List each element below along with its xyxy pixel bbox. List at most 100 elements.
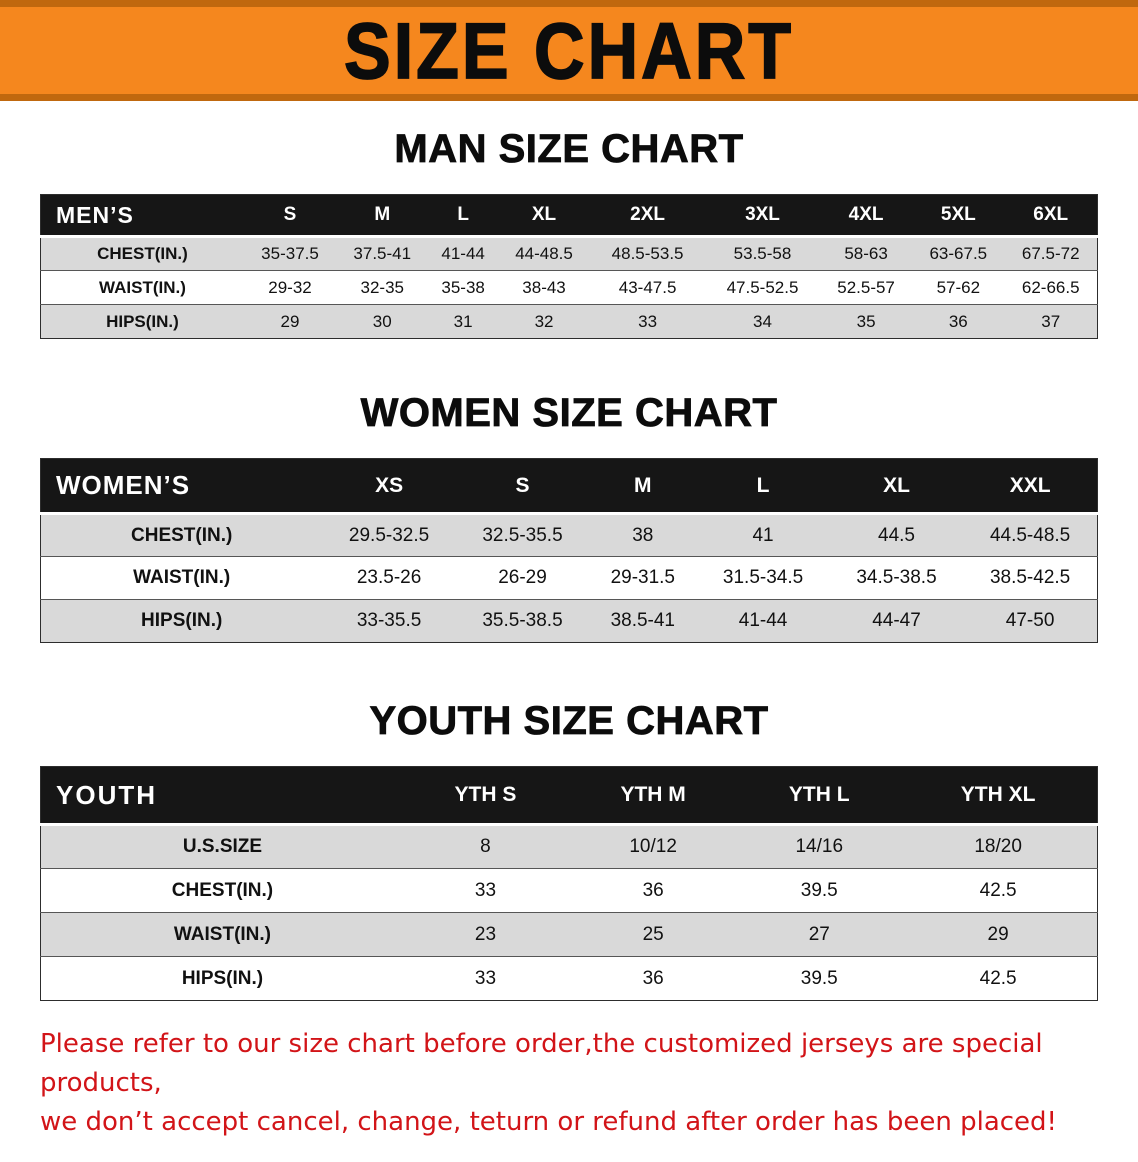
measurement-value: 36 [567, 868, 740, 913]
measurement-value: 34 [705, 304, 820, 339]
measurement-value: 31.5-34.5 [696, 556, 830, 600]
measurement-row: CHEST(IN.) 29.5-32.5 32.5-35.5 38 41 44.5 44.5… [40, 513, 1098, 557]
size-table: MEN’S S M L XL 2XL 3XL 4XL 5XL 6XL CHEST(IN.) 35-37… [40, 194, 1098, 339]
measurement-row: U.S.SIZE 8 10/12 14/16 18/20 [40, 824, 1098, 869]
measurement-value: 41 [696, 513, 830, 557]
measurement-row: HIPS(IN.) 33 36 39.5 42.5 [40, 956, 1098, 1001]
measurement-value: 33 [403, 868, 567, 913]
measurement-value: 35.5-38.5 [455, 599, 590, 643]
measurement-value: 29 [899, 912, 1098, 957]
measurement-row: CHEST(IN.) 35-37.5 37.5-41 41-44 44-48.5 48.5… [40, 236, 1098, 271]
size-column-header: S [455, 458, 590, 515]
measurement-label: U.S.SIZE [40, 824, 404, 869]
size-chart-section: WOMEN SIZE CHART WOMEN’S XS S M L XL XXL CHEST(I… [40, 391, 1098, 643]
measurement-value: 32.5-35.5 [455, 513, 590, 557]
measurement-value: 33-35.5 [322, 599, 456, 643]
measurement-value: 44.5 [829, 513, 964, 557]
measurement-value: 32-35 [336, 270, 429, 305]
header-row: WOMEN’S XS S M L XL XXL [40, 458, 1098, 515]
size-column-header: 6XL [1004, 194, 1098, 238]
size-column-header: XL [829, 458, 964, 515]
measurement-row: CHEST(IN.) 33 36 39.5 42.5 [40, 868, 1098, 913]
measurement-value: 41-44 [696, 599, 830, 643]
measurement-row: WAIST(IN.) 29-32 32-35 35-38 38-43 43-47.5 47.… [40, 270, 1098, 305]
size-column-header: YTH L [739, 766, 900, 826]
measurement-value: 44.5-48.5 [963, 513, 1098, 557]
size-column-header: M [589, 458, 697, 515]
measurement-value: 26-29 [455, 556, 590, 600]
measurement-value: 29-32 [243, 270, 337, 305]
size-column-header: M [336, 194, 429, 238]
measurement-label: WAIST(IN.) [40, 270, 244, 305]
measurement-value: 41-44 [428, 236, 498, 271]
size-column-header: YTH S [403, 766, 567, 826]
measurement-value: 47-50 [963, 599, 1098, 643]
group-label: WOMEN’S [40, 458, 323, 515]
measurement-value: 38-43 [497, 270, 591, 305]
measurement-value: 39.5 [739, 956, 900, 1001]
measurement-label: CHEST(IN.) [40, 236, 244, 271]
size-policy-line-2: we don’t accept cancel, change, teturn o… [40, 1107, 1057, 1137]
size-column-header: XXL [963, 458, 1098, 515]
measurement-value: 14/16 [739, 824, 900, 869]
measurement-value: 33 [403, 956, 567, 1001]
measurement-value: 44-48.5 [497, 236, 591, 271]
size-column-header: XS [322, 458, 456, 515]
section-heading: WOMEN SIZE CHART [360, 391, 778, 436]
measurement-value: 44-47 [829, 599, 964, 643]
measurement-value: 37 [1004, 304, 1098, 339]
measurement-label: HIPS(IN.) [40, 304, 244, 339]
size-table: YOUTH YTH S YTH M YTH L YTH XL U.S.SIZE 8 10/12… [40, 766, 1098, 1001]
measurement-value: 34.5-38.5 [829, 556, 964, 600]
measurement-value: 29.5-32.5 [322, 513, 456, 557]
measurement-value: 29 [243, 304, 337, 339]
measurement-value: 39.5 [739, 868, 900, 913]
measurement-value: 36 [567, 956, 740, 1001]
measurement-value: 48.5-53.5 [590, 236, 706, 271]
measurement-row: WAIST(IN.) 23 25 27 29 [40, 912, 1098, 957]
measurement-value: 23.5-26 [322, 556, 456, 600]
size-column-header: L [696, 458, 830, 515]
size-chart-section: MAN SIZE CHART MEN’S S M L XL 2XL 3XL 4XL 5XL 6XL C… [40, 127, 1098, 339]
measurement-value: 42.5 [899, 868, 1098, 913]
measurement-value: 36 [912, 304, 1005, 339]
measurement-value: 43-47.5 [590, 270, 706, 305]
measurement-row: HIPS(IN.) 33-35.5 35.5-38.5 38.5-41 41-44 44-… [40, 599, 1098, 643]
measurement-row: HIPS(IN.) 29 30 31 32 33 34 35 36 37 [40, 304, 1098, 339]
measurement-value: 38 [589, 513, 697, 557]
section-heading: MAN SIZE CHART [394, 127, 744, 172]
measurement-value: 10/12 [567, 824, 740, 869]
measurement-value: 37.5-41 [336, 236, 429, 271]
measurement-label: HIPS(IN.) [40, 956, 404, 1001]
group-label: YOUTH [40, 766, 404, 826]
measurement-value: 35-38 [428, 270, 498, 305]
measurement-value: 62-66.5 [1004, 270, 1098, 305]
size-column-header: 3XL [705, 194, 820, 238]
measurement-label: CHEST(IN.) [40, 513, 323, 557]
measurement-label: WAIST(IN.) [40, 556, 323, 600]
measurement-value: 38.5-42.5 [963, 556, 1098, 600]
banner: SIZE CHART [0, 0, 1138, 101]
size-column-header: 5XL [912, 194, 1005, 238]
size-column-header: S [243, 194, 337, 238]
size-policy-line-1: Please refer to our size chart before or… [40, 1029, 1043, 1098]
size-chart-section: YOUTH SIZE CHART YOUTH YTH S YTH M YTH L YTH … [40, 699, 1098, 1001]
header-row: YOUTH YTH S YTH M YTH L YTH XL [40, 766, 1098, 826]
measurement-value: 8 [403, 824, 567, 869]
measurement-label: HIPS(IN.) [40, 599, 323, 643]
measurement-value: 27 [739, 912, 900, 957]
measurement-value: 52.5-57 [819, 270, 913, 305]
group-label: MEN’S [40, 194, 244, 238]
measurement-value: 67.5-72 [1004, 236, 1098, 271]
size-column-header: XL [497, 194, 591, 238]
measurement-label: CHEST(IN.) [40, 868, 404, 913]
measurement-value: 32 [497, 304, 591, 339]
size-column-header: 4XL [819, 194, 913, 238]
size-table: WOMEN’S XS S M L XL XXL CHEST(IN.) 29.5-32.5 32.5… [40, 458, 1098, 643]
measurement-value: 30 [336, 304, 429, 339]
size-policy-note: Please refer to our size chart before or… [0, 1001, 1138, 1162]
measurement-value: 18/20 [899, 824, 1098, 869]
banner-title: SIZE CHART [343, 6, 794, 95]
measurement-value: 38.5-41 [589, 599, 697, 643]
